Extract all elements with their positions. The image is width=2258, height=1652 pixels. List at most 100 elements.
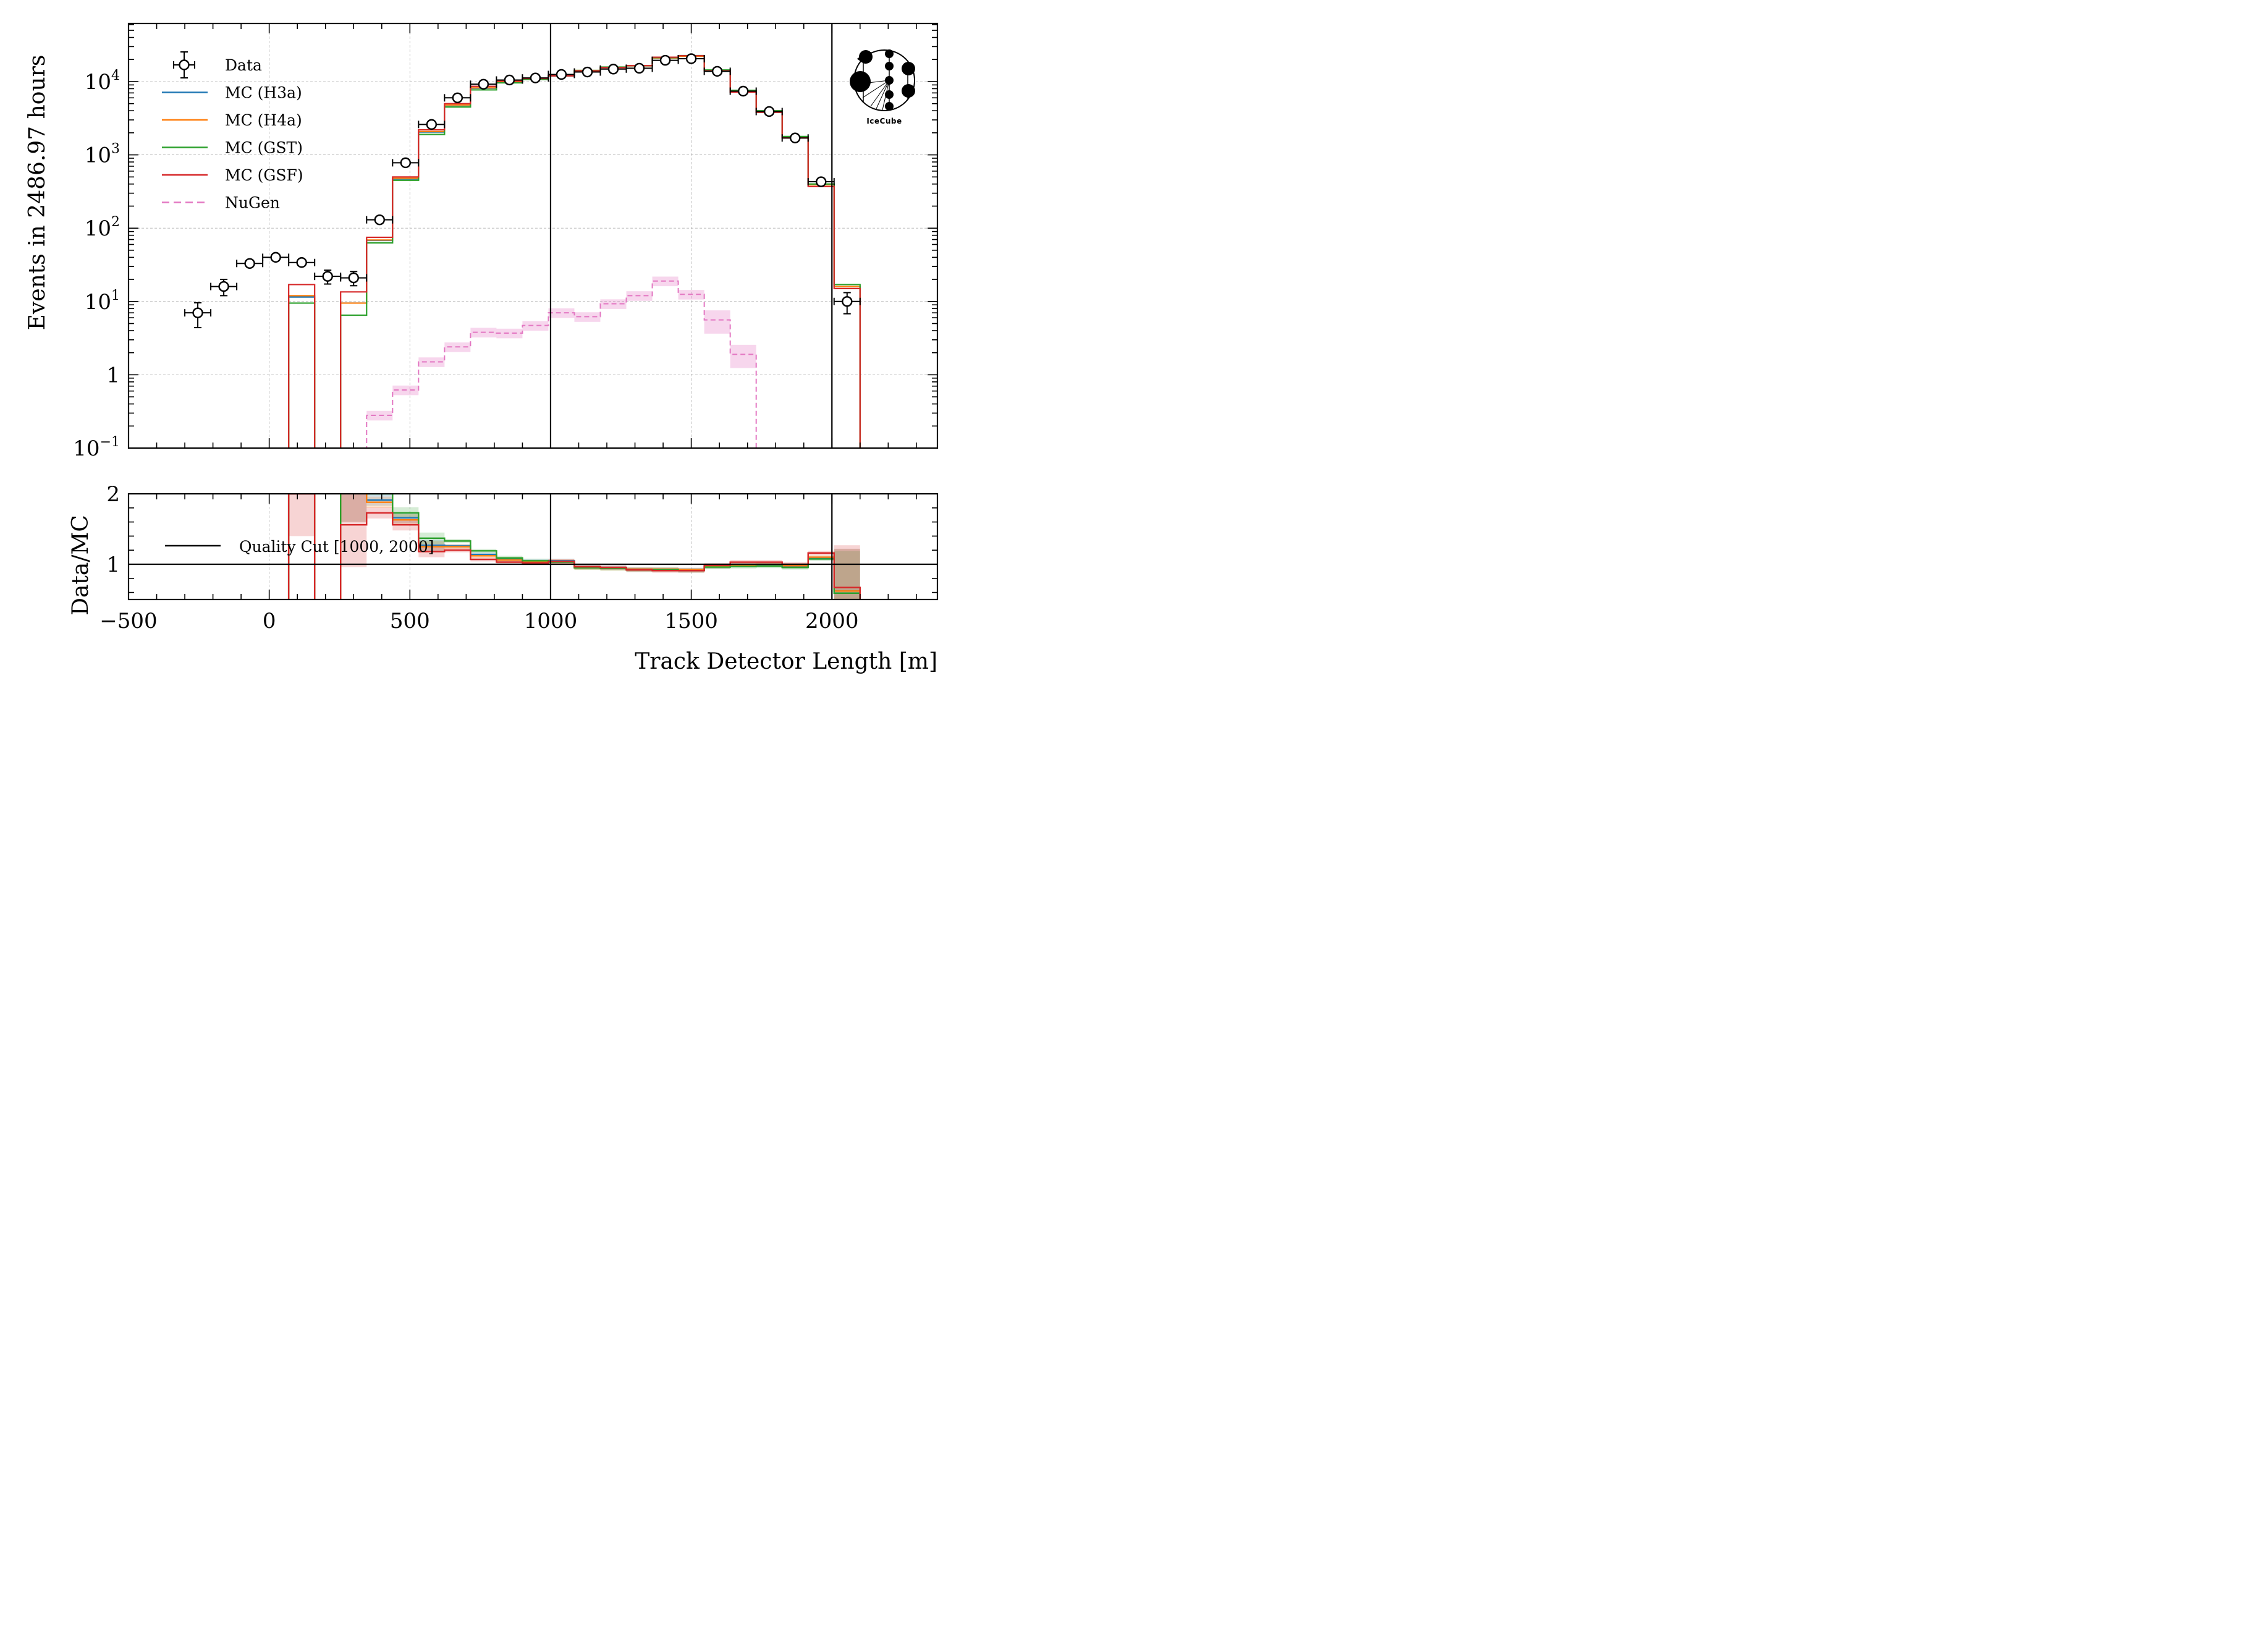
y-tick-label: 1 [106, 553, 120, 577]
main-ticks [128, 23, 937, 449]
y-tick-label: 1 [106, 363, 120, 388]
data-point [677, 53, 705, 64]
y-tick-label: 102 [85, 214, 120, 241]
data-marker [244, 258, 255, 269]
data-point [573, 66, 601, 78]
data-marker [790, 132, 801, 143]
y-tick-label: 103 [85, 142, 120, 168]
y-tick-label: 104 [85, 68, 120, 95]
data-marker [348, 272, 359, 284]
y-tick-label: 10−1 [73, 434, 120, 461]
y-tick-label: 2 [106, 482, 120, 507]
ratio-y-tick-labels: 12 [106, 482, 120, 577]
ratio-band [366, 494, 393, 496]
data-point [807, 176, 835, 187]
data-point [262, 252, 290, 263]
legend-label: MC (GSF) [225, 166, 303, 184]
x-tick-label: 2000 [805, 609, 859, 633]
data-point [781, 132, 809, 143]
x-axis-label: Track Detector Length [m] [635, 649, 937, 674]
data-point [548, 69, 575, 80]
data-points [184, 53, 861, 329]
main-y-axis-label: Events in 2486.97 hours [25, 55, 50, 331]
main-y-tick-labels: 10−1 1 101 102 103 104 [73, 68, 120, 461]
data-marker [478, 78, 489, 90]
legend-item: MC (H3a) [162, 84, 302, 102]
data-point [314, 269, 342, 285]
legend-label: Data [225, 56, 262, 74]
main-series [288, 54, 861, 448]
data-marker [842, 296, 853, 307]
data-marker [504, 74, 515, 86]
legend-item: MC (GSF) [162, 166, 303, 184]
legend-item: MC (GST) [162, 139, 303, 157]
ratio-band [289, 494, 315, 536]
x-tick-label: 1500 [664, 609, 718, 633]
data-point [418, 119, 446, 130]
data-marker [400, 157, 412, 169]
data-point [625, 62, 653, 74]
y-tick-label: 101 [85, 288, 120, 315]
legend-item: NuGen [162, 194, 280, 212]
legend-label: MC (GST) [225, 139, 303, 157]
data-point [210, 279, 238, 297]
data-marker [764, 106, 775, 117]
series-mc-gsf- [288, 55, 861, 448]
data-point [288, 257, 316, 268]
data-point [366, 214, 394, 226]
nugen-band [548, 308, 575, 318]
data-marker [607, 64, 619, 75]
legend-label: MC (H4a) [225, 111, 302, 129]
data-marker [530, 72, 541, 83]
nugen-band [496, 328, 523, 339]
ratio-ticks [128, 493, 937, 599]
ratio-mc-gsf- [287, 494, 861, 599]
data-point [522, 72, 549, 83]
data-point [184, 302, 212, 329]
data-marker [581, 66, 593, 78]
data-point [833, 292, 861, 315]
x-tick-label: 0 [263, 609, 276, 633]
main-uncertainty-bands [366, 276, 756, 421]
nugen-band [730, 344, 756, 368]
data-marker [192, 307, 203, 318]
main-axes-frame [127, 22, 939, 449]
x-tick-label: 500 [390, 609, 430, 633]
data-marker [737, 85, 749, 97]
data-point [755, 106, 783, 117]
legend-label: MC (H3a) [225, 84, 302, 102]
quality-cut-lines-main [549, 23, 833, 448]
legend: Data MC (H3a) MC (H4a) MC (GST) MC (GSF) NuGe… [162, 51, 303, 212]
legend-item: MC (H4a) [162, 111, 302, 129]
quality-cut-lines-ratio [549, 494, 833, 599]
ratio-axes-frame [127, 493, 939, 601]
series-nugen [366, 280, 757, 448]
ratio-series [287, 494, 861, 599]
ratio-y-axis-label: Data/MC [68, 515, 93, 616]
data-point [236, 258, 264, 269]
nugen-band [704, 310, 730, 334]
data-marker [556, 69, 567, 80]
x-tick-labels: −500 0 500 1000 1500 2000 [99, 609, 858, 633]
series-mc-h3a- [288, 55, 861, 448]
data-point [392, 157, 420, 169]
nugen-band [522, 321, 549, 331]
data-marker [322, 271, 333, 282]
data-marker [816, 176, 827, 187]
data-point [703, 66, 731, 77]
data-marker [218, 281, 229, 292]
x-tick-label: −500 [99, 609, 157, 633]
ratio-band [834, 545, 860, 599]
series-mc-h4a- [288, 55, 861, 448]
logo-text: IceCube [866, 117, 902, 125]
data-point [599, 64, 627, 75]
data-marker [452, 92, 463, 103]
data-marker [426, 119, 438, 130]
ratio-legend-label: Quality Cut [1000, 2000] [239, 538, 434, 556]
data-point [340, 271, 368, 287]
data-marker [270, 252, 281, 263]
ratio-legend: Quality Cut [1000, 2000] [165, 538, 434, 556]
series-mc-gst- [288, 54, 861, 448]
x-tick-label: 1000 [524, 609, 578, 633]
